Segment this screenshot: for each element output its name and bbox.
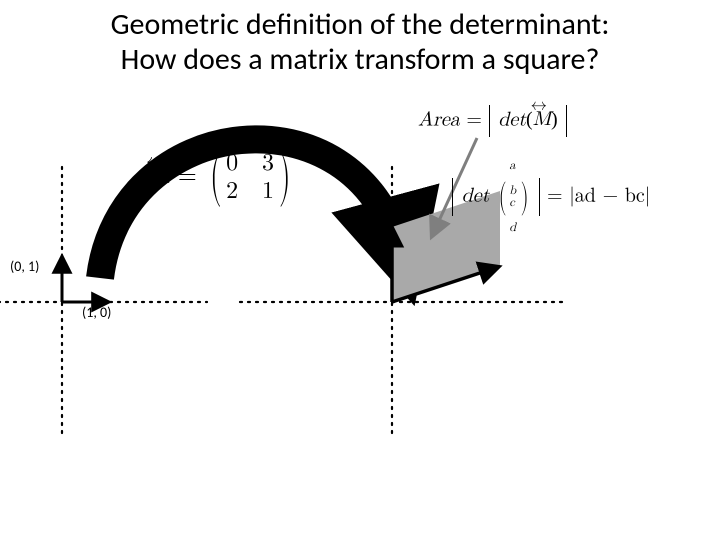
label-1-0: (1, 0) <box>82 304 111 321</box>
area-lhs: Area <box>418 109 460 129</box>
formula-area: Area = det(↔M) <box>418 105 567 137</box>
det-func: det <box>498 109 526 129</box>
formula-matrix-M: ↔M = ( 0 3 2 1 ) <box>148 150 295 205</box>
det-rhs: |ad − bc| <box>569 186 650 206</box>
diagram-canvas <box>0 0 720 540</box>
label-0-1: (0, 1) <box>10 258 39 275</box>
formula-det-2x2: det ( a b c d ) = |ad − bc| <box>452 160 650 234</box>
